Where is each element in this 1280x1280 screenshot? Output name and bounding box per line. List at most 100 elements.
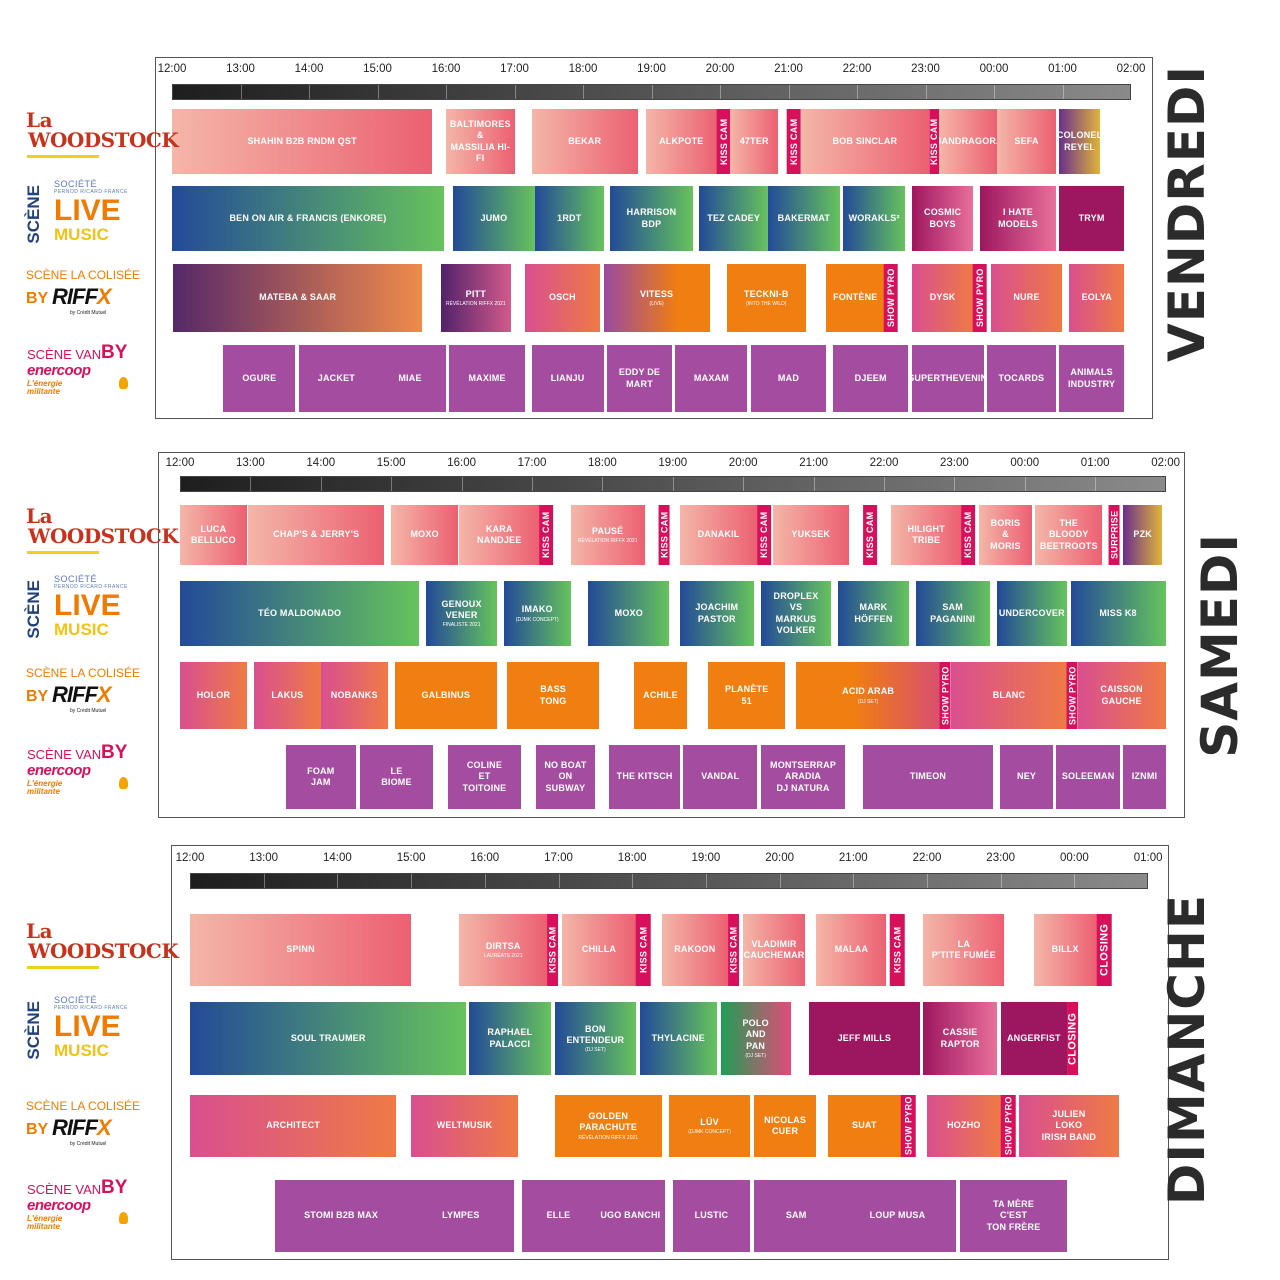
artist-slot[interactable]: WORAKLS²	[843, 186, 905, 251]
artist-slot[interactable]: ARCHITECT	[190, 1095, 397, 1157]
artist-slot[interactable]: DROPLEX VS MARKUS VOLKER	[760, 581, 832, 646]
artist-slot[interactable]: MAXIME	[449, 345, 525, 412]
artist-slot[interactable]: HILIGHT TRIBE	[891, 505, 962, 565]
artist-slot[interactable]: NOBANKS	[320, 662, 388, 729]
artist-slot[interactable]: JUMO	[452, 186, 536, 251]
artist-slot[interactable]: ACHILE	[634, 662, 687, 729]
artist-slot[interactable]: THE KITSCH	[609, 745, 680, 809]
artist-slot[interactable]: I HATE MODELS	[980, 186, 1056, 251]
artist-slot[interactable]: RAPHAEL PALACCI	[468, 1002, 552, 1075]
artist-slot[interactable]: MAXAM	[675, 345, 748, 412]
artist-slot[interactable]: KARA NANDJEE	[459, 505, 540, 565]
artist-slot[interactable]: MISS K8	[1070, 581, 1166, 646]
artist-slot[interactable]: PZK	[1123, 505, 1163, 565]
artist-slot[interactable]: HARRISON BDP	[610, 186, 693, 251]
artist-slot[interactable]: SOUL TRAUMER	[190, 1002, 467, 1075]
artist-slot[interactable]: TEZ CADEY	[699, 186, 768, 251]
artist-slot[interactable]: TECKNI-B (INTO THE WILD)	[726, 264, 806, 332]
artist-slot[interactable]: GENOUX VENER FINALISTE 2021	[426, 581, 497, 646]
artist-slot[interactable]: RAKOON	[661, 914, 728, 986]
artist-slot[interactable]: LOUP MUSA	[838, 1180, 957, 1252]
artist-slot[interactable]: UNDERCOVER	[996, 581, 1068, 646]
artist-slot[interactable]: TOCARDS	[987, 345, 1056, 412]
artist-slot[interactable]: CHAP'S & JERRY'S	[248, 505, 385, 565]
artist-slot[interactable]: VITESS (LIVE)	[603, 264, 710, 332]
artist-slot[interactable]: ACID ARAB (DJ SET)	[796, 662, 941, 729]
artist-slot[interactable]: DANAKIL	[679, 505, 758, 565]
artist-slot[interactable]: MARK HÖFFEN	[838, 581, 909, 646]
artist-slot[interactable]: DIRTSA LAURÉATS 2021	[459, 914, 548, 986]
artist-slot[interactable]: SOLEEMAN	[1056, 745, 1120, 809]
artist-slot[interactable]: IZNMI	[1123, 745, 1166, 809]
artist-slot[interactable]: MONTSERRAP ARADIA DJ NATURA	[760, 745, 846, 809]
artist-slot[interactable]: CHILLA	[562, 914, 636, 986]
artist-slot[interactable]: WELTMUSIK	[411, 1095, 518, 1157]
artist-slot[interactable]: NEY	[1000, 745, 1053, 809]
artist-slot[interactable]: MATEBA & SAAR	[173, 264, 422, 332]
artist-slot[interactable]: YUKSEK	[772, 505, 849, 565]
artist-slot[interactable]: PLANÈTE 51	[708, 662, 786, 729]
artist-slot[interactable]: HOLOR	[180, 662, 247, 729]
artist-slot[interactable]: LIANJU	[531, 345, 604, 412]
artist-slot[interactable]: NICOLAS CUER	[753, 1095, 817, 1157]
artist-slot[interactable]: COLINE ET TOITOINE	[447, 745, 522, 809]
artist-slot[interactable]: CASSIE RAPTOR	[923, 1002, 997, 1075]
artist-slot[interactable]: MANDRAGORA	[939, 109, 998, 174]
artist-slot[interactable]: GOLDEN PARACHUTE RÉVÉLATION RIFFX 2021	[554, 1095, 662, 1157]
artist-slot[interactable]: SUAT	[827, 1095, 902, 1157]
artist-slot[interactable]: LA P'TITE FUMÉE	[923, 914, 1005, 986]
artist-slot[interactable]: HOZHO	[927, 1095, 1001, 1157]
artist-slot[interactable]: JOACHIM PASTOR	[679, 581, 754, 646]
artist-slot[interactable]: PITT RÉVÉLATION RIFFX 2021	[440, 264, 512, 332]
artist-slot[interactable]: EDDY DE MART	[606, 345, 673, 412]
artist-slot[interactable]: LÜV (DJMK CONCEPT)	[669, 1095, 751, 1157]
artist-slot[interactable]: MALAA	[816, 914, 887, 986]
artist-slot[interactable]: BEN ON AIR & FRANCIS (ENKORE)	[172, 186, 444, 251]
artist-slot[interactable]: OSCH	[524, 264, 601, 332]
artist-slot[interactable]: ALKPOTE	[646, 109, 717, 174]
artist-slot[interactable]: BEKAR	[531, 109, 638, 174]
artist-slot[interactable]: BASS TONG	[507, 662, 599, 729]
artist-slot[interactable]: SPINN	[190, 914, 412, 986]
artist-slot[interactable]: FOAM JAM	[285, 745, 356, 809]
artist-slot[interactable]: ANIMALS INDUSTRY	[1059, 345, 1125, 412]
artist-slot[interactable]: BLANC	[950, 662, 1068, 729]
artist-slot[interactable]: JULIEN LOKO IRISH BAND	[1019, 1095, 1119, 1157]
artist-slot[interactable]: MIAE	[374, 345, 446, 412]
artist-slot[interactable]: SAM	[753, 1180, 839, 1252]
artist-slot[interactable]: THE BLOODY BEETROOTS	[1035, 505, 1103, 565]
artist-slot[interactable]: SHAHIN B2B RNDM QST	[172, 109, 433, 174]
artist-slot[interactable]: LYMPES	[407, 1180, 515, 1252]
artist-slot[interactable]: TIMEON	[862, 745, 994, 809]
artist-slot[interactable]: BILLX	[1033, 914, 1097, 986]
artist-slot[interactable]: LAKUS	[253, 662, 321, 729]
artist-slot[interactable]: MOXO	[588, 581, 670, 646]
artist-slot[interactable]: LUCA BELLUCO	[180, 505, 247, 565]
artist-slot[interactable]: GALBINUS	[394, 662, 497, 729]
artist-slot[interactable]: 47TER	[730, 109, 779, 174]
artist-slot[interactable]: JEFF MILLS	[809, 1002, 920, 1075]
artist-slot[interactable]: THYLACINE	[639, 1002, 717, 1075]
artist-slot[interactable]: LE BIOME	[359, 745, 434, 809]
artist-slot[interactable]: BORIS & MORIS	[979, 505, 1032, 565]
artist-slot[interactable]: COLONEL REYEL	[1059, 109, 1101, 174]
artist-slot[interactable]: DJEEM	[833, 345, 909, 412]
artist-slot[interactable]: JACKET	[298, 345, 375, 412]
artist-slot[interactable]: TÉO MALDONADO	[180, 581, 420, 646]
artist-slot[interactable]: BALTIMORES & MASSILIA HI-FI	[446, 109, 515, 174]
artist-slot[interactable]: NO BOAT ON SUBWAY	[535, 745, 596, 809]
artist-slot[interactable]: BOB SINCLAR	[800, 109, 929, 174]
artist-slot[interactable]: BON ENTENDEUR (DJ SET)	[554, 1002, 636, 1075]
artist-slot[interactable]: VANDAL	[683, 745, 758, 809]
artist-slot[interactable]: ANGERFIST	[1000, 1002, 1068, 1075]
artist-slot[interactable]: FONTÈNE	[826, 264, 885, 332]
artist-slot[interactable]: TA MÈRE C'EST TON FRÈRE	[960, 1180, 1068, 1252]
artist-slot[interactable]: COSMIC BOYS	[911, 186, 974, 251]
artist-slot[interactable]: DYSK	[911, 264, 974, 332]
artist-slot[interactable]: POLO AND PAN (DJ SET)	[720, 1002, 791, 1075]
artist-slot[interactable]: CAISSON GAUCHE	[1077, 662, 1166, 729]
artist-slot[interactable]: LUSTIC	[672, 1180, 751, 1252]
artist-slot[interactable]: SAM PAGANINI	[915, 581, 990, 646]
artist-slot[interactable]: SEFA	[997, 109, 1056, 174]
artist-slot[interactable]: NURE	[990, 264, 1063, 332]
